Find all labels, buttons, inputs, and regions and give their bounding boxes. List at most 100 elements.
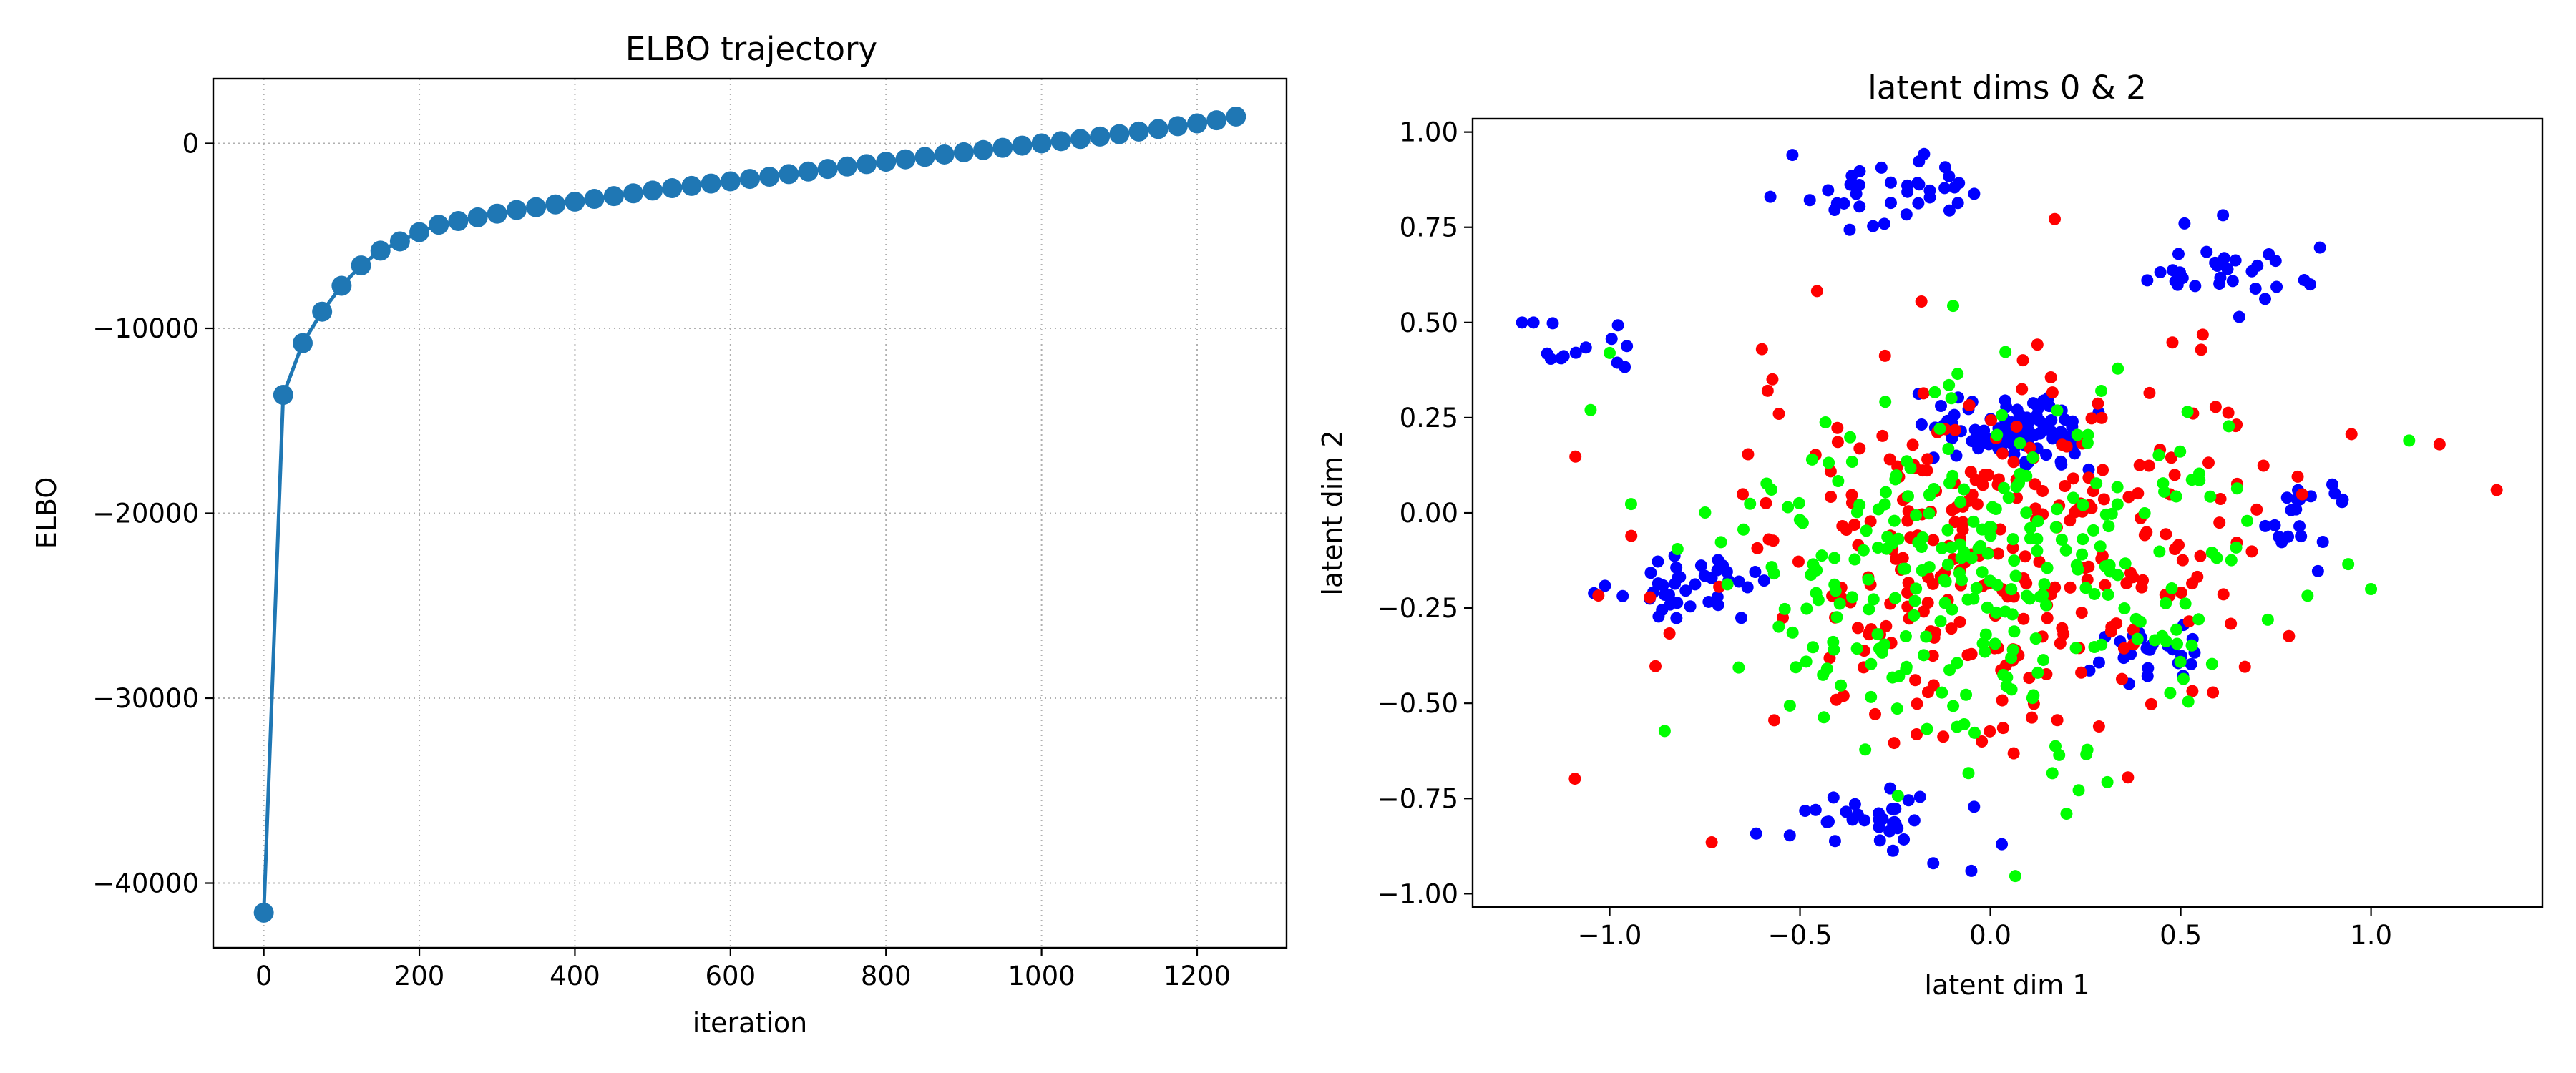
latent-point-red — [1921, 453, 1934, 466]
latent-point-green — [2185, 639, 2198, 652]
latent-point-green — [1910, 582, 1923, 595]
elbo-data-point — [351, 255, 371, 276]
latent-point-red — [1876, 429, 1889, 442]
latent-point-green — [1845, 456, 1858, 469]
latent-point-green — [2038, 578, 2051, 591]
latent-point-green — [2005, 583, 2018, 596]
latent-point-green — [2230, 482, 2243, 495]
latent-point-red — [1996, 722, 2009, 735]
latent-point-red — [2238, 660, 2251, 673]
latent-point-blue — [1867, 220, 1880, 232]
latent-point-red — [2019, 550, 2031, 563]
latent-point-blue — [2313, 241, 2326, 254]
latent-point-red — [1976, 735, 1989, 748]
latent-point-red — [1883, 453, 1896, 466]
latent-point-green — [1584, 403, 1597, 416]
latent-point-green — [2081, 743, 2094, 756]
latent-point-blue — [1705, 572, 1718, 584]
latent-point-red — [2291, 470, 2304, 483]
latent-point-green — [1943, 378, 1956, 391]
elbo-data-point — [720, 171, 741, 192]
latent-point-green — [1793, 514, 1806, 526]
latent-point-blue — [1621, 340, 1634, 353]
latent-point-green — [2009, 569, 2022, 582]
latent-point-red — [1742, 448, 1755, 461]
latent-point-blue — [1605, 333, 1618, 346]
latent-point-red — [2217, 588, 2230, 601]
latent-chart-title: latent dims 0 & 2 — [1868, 69, 2147, 107]
latent-point-red — [2010, 420, 2023, 433]
latent-point-blue — [2055, 458, 2068, 471]
latent-y-tick-label: −0.25 — [1377, 593, 1458, 624]
latent-point-green — [2031, 666, 2044, 679]
latent-point-blue — [1938, 161, 1951, 174]
latent-point-green — [1917, 649, 1930, 662]
elbo-data-point — [370, 240, 391, 261]
latent-point-green — [1805, 569, 1818, 582]
latent-point-red — [2007, 456, 2020, 469]
latent-point-green — [1970, 582, 1983, 594]
latent-point-green — [1951, 720, 1963, 733]
latent-point-blue — [2030, 409, 2043, 422]
latent-point-blue — [2311, 564, 2324, 577]
elbo-y-axis-label: ELBO — [31, 477, 62, 549]
latent-point-blue — [1900, 208, 1913, 221]
latent-point-green — [2026, 692, 2039, 705]
latent-point-red — [2085, 412, 2098, 425]
latent-point-red — [2117, 642, 2130, 655]
latent-point-blue — [2019, 459, 2032, 472]
latent-point-green — [1960, 688, 1973, 701]
latent-point-red — [1836, 519, 1849, 532]
latent-point-red — [2166, 336, 2179, 349]
elbo-data-point — [429, 215, 449, 235]
latent-point-green — [2060, 808, 2073, 820]
latent-point-green — [1732, 661, 1745, 674]
latent-point-red — [1864, 515, 1877, 528]
latent-point-green — [2095, 384, 2108, 397]
latent-point-red — [1961, 649, 1974, 662]
latent-point-blue — [1943, 204, 1956, 217]
latent-point-green — [1976, 566, 1989, 579]
latent-point-green — [1832, 475, 1845, 488]
latent-point-blue — [2185, 658, 2197, 671]
latent-point-red — [2186, 685, 2199, 697]
latent-point-blue — [1803, 194, 1816, 207]
latent-point-red — [1649, 660, 1662, 672]
latent-point-green — [1604, 346, 1616, 359]
latent-point-blue — [2166, 264, 2179, 277]
latent-point-blue — [2176, 272, 2189, 285]
latent-point-blue — [1858, 814, 1871, 827]
latent-point-blue — [1822, 815, 1835, 828]
latent-point-green — [1782, 501, 1795, 514]
latent-point-blue — [1850, 187, 1863, 200]
latent-point-green — [2403, 434, 2416, 447]
elbo-x-tick-label: 800 — [861, 961, 912, 991]
latent-point-green — [2205, 657, 2218, 670]
latent-point-blue — [2066, 415, 2079, 428]
latent-point-blue — [2268, 519, 2281, 531]
latent-point-blue — [2004, 436, 2017, 449]
latent-point-green — [2059, 544, 2072, 557]
latent-point-green — [2102, 520, 2115, 533]
latent-point-blue — [1915, 418, 1928, 431]
latent-point-green — [1714, 536, 1727, 549]
latent-point-green — [1967, 515, 1980, 528]
latent-point-green — [2051, 404, 2064, 417]
elbo-data-point — [701, 173, 721, 194]
latent-point-green — [2090, 477, 2103, 490]
latent-point-blue — [2143, 643, 2156, 656]
latent-point-red — [2075, 607, 2088, 619]
latent-point-green — [2005, 652, 2018, 665]
latent-point-red — [1848, 519, 1861, 531]
latent-point-green — [1997, 481, 2010, 494]
latent-point-blue — [2217, 209, 2230, 222]
latent-x-tick-label: 1.0 — [2350, 920, 2392, 951]
latent-point-blue — [2213, 278, 2226, 290]
latent-point-green — [2024, 532, 2036, 545]
latent-point-red — [1772, 407, 1785, 420]
latent-point-blue — [1843, 223, 1856, 236]
latent-point-red — [1766, 373, 1779, 386]
latent-point-blue — [1873, 807, 1885, 820]
elbo-data-point — [779, 164, 799, 185]
latent-point-green — [2077, 499, 2089, 511]
